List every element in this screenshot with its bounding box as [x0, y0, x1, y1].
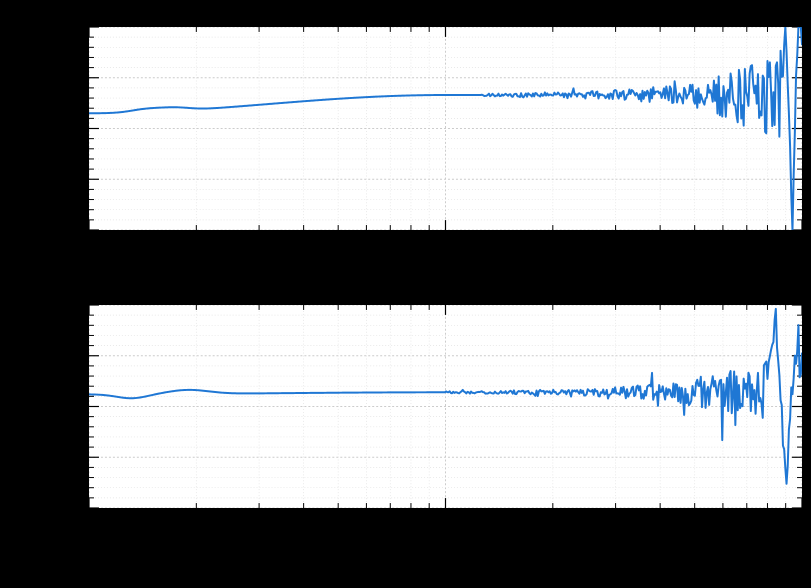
chart-svg-bottom: [89, 305, 802, 508]
chart-panel-bottom: [88, 304, 803, 509]
figure: [0, 0, 811, 588]
chart-panel-top: [88, 26, 803, 231]
chart-svg-top: [89, 27, 802, 230]
